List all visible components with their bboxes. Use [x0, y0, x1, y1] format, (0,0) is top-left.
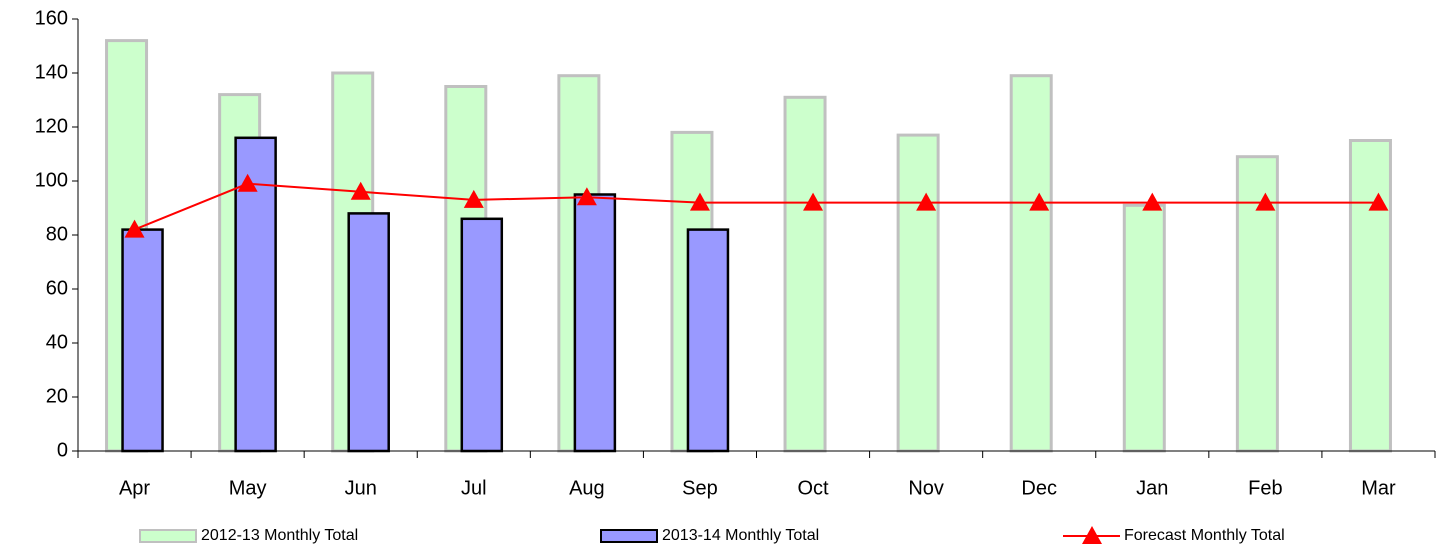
x-tick-label: Apr — [119, 477, 150, 499]
y-tick-label: 0 — [57, 439, 68, 461]
line-marker — [1255, 192, 1276, 211]
line — [134, 182, 1379, 231]
line-marker — [916, 192, 937, 211]
line-marker — [1368, 192, 1389, 211]
line-marker — [237, 173, 258, 192]
y-tick-label: 100 — [35, 169, 68, 191]
x-tick-label: Oct — [797, 477, 829, 499]
line-marker — [1029, 192, 1050, 211]
line-marker — [463, 189, 484, 208]
x-tick-label: Jan — [1136, 477, 1168, 499]
y-tick-label: 160 — [35, 7, 68, 29]
bar — [896, 133, 940, 453]
x-tick-label: Feb — [1248, 477, 1282, 499]
bar — [1348, 139, 1392, 453]
bar — [347, 212, 390, 453]
x-tick-label: Dec — [1021, 477, 1057, 499]
x-tick-label: Aug — [569, 477, 605, 499]
line-marker — [1142, 192, 1163, 211]
bar — [1122, 203, 1166, 453]
bar — [1235, 155, 1279, 453]
y-tick-label: 40 — [46, 331, 68, 353]
legend-label: Forecast Monthly Total — [1124, 527, 1285, 544]
legend-swatch — [600, 529, 658, 543]
line-marker — [576, 187, 597, 206]
legend-label: 2012-13 Monthly Total — [201, 527, 358, 544]
x-tick-label: Sep — [682, 477, 718, 499]
y-tick-label: 60 — [46, 277, 68, 299]
line-marker — [803, 192, 824, 211]
y-tick-label: 140 — [35, 61, 68, 83]
line-marker — [124, 219, 145, 238]
bar — [783, 95, 827, 453]
x-tick-label: Jun — [345, 477, 377, 499]
y-tick-label: 20 — [46, 385, 68, 407]
legend-label: 2013-14 Monthly Total — [662, 527, 819, 544]
x-tick-label: Mar — [1361, 477, 1396, 499]
x-tick-label: May — [229, 477, 267, 499]
line-marker — [1082, 526, 1102, 544]
bar — [573, 193, 617, 453]
line-marker — [350, 181, 371, 200]
x-tick-label: Jul — [461, 477, 487, 499]
line-marker — [689, 192, 710, 211]
y-tick-label: 120 — [35, 115, 68, 137]
bar — [121, 228, 164, 453]
y-tick-label: 80 — [46, 223, 68, 245]
bar — [1009, 74, 1053, 453]
bar — [686, 228, 730, 453]
x-tick-label: Nov — [908, 477, 944, 499]
bar — [460, 217, 504, 453]
legend-swatch — [139, 529, 197, 543]
